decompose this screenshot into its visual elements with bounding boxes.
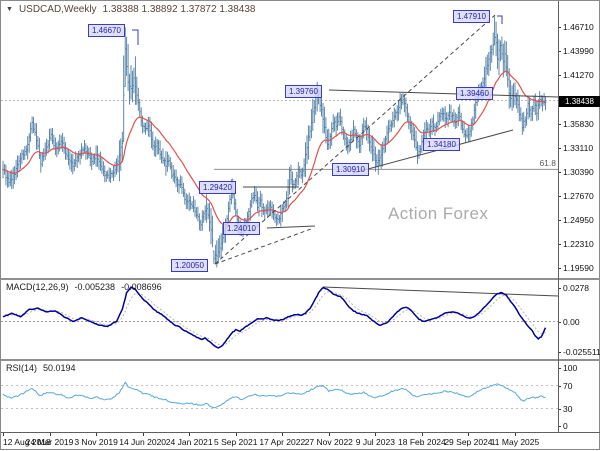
watermark: Action Forex [388, 204, 489, 223]
dashed-trendline-5 [214, 228, 312, 265]
macd-name: MACD(12,26,9) [6, 282, 69, 292]
moving-average-line [2, 70, 546, 226]
macd-value-signal: -0.008696 [121, 282, 162, 292]
current-price-tag: 1.38438 [559, 95, 600, 107]
annotation-tail [132, 29, 139, 45]
pane-divider-macd[interactable] [1, 278, 600, 280]
rsi-indicator-label: RSI(14) 50.0194 [6, 363, 76, 373]
macd-value-main: -0.005238 [74, 282, 116, 292]
macd-trendline [322, 286, 559, 297]
dashed-trendline-4 [214, 14, 496, 265]
symbol-timeframe-label: USDCAD,Weekly [18, 4, 97, 15]
rsi-value: 50.0194 [43, 363, 76, 373]
fib-level-label: 61.8 [539, 158, 556, 169]
chart-title: ▼ USDCAD,Weekly 1.38388 1.38892 1.37872 … [6, 4, 255, 15]
title-ohlc-values: 1.38388 1.38892 1.37872 1.38438 [102, 4, 256, 15]
macd-indicator-label: MACD(12,26,9) -0.005238 -0.008696 [6, 282, 162, 292]
rsi-name: RSI(14) [6, 363, 38, 373]
annotation-tail [497, 15, 503, 24]
price-axis-border [558, 1, 559, 432]
time-axis-border [1, 432, 600, 433]
macd-main-line [2, 286, 547, 349]
pane-divider-rsi[interactable] [1, 359, 600, 361]
rsi-line [2, 381, 546, 409]
trendline-0 [328, 89, 559, 98]
collapse-indicators-icon[interactable]: ▼ [6, 6, 13, 13]
candlestick-bars [2, 16, 547, 268]
trendline-3 [266, 225, 316, 229]
trendline-1 [352, 129, 514, 174]
